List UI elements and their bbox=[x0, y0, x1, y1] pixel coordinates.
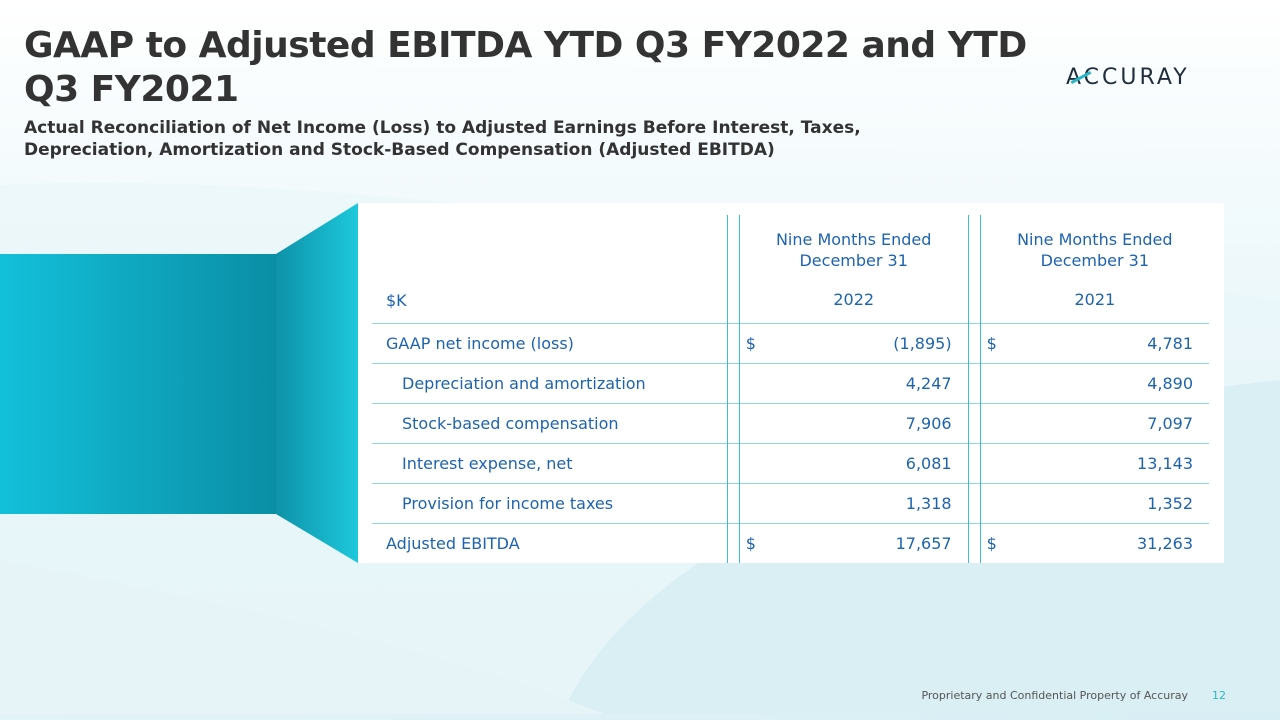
shape-front-face bbox=[0, 254, 276, 514]
currency-symbol bbox=[739, 482, 770, 523]
accuray-logo: ACCURAY bbox=[1066, 62, 1226, 92]
column-separator bbox=[967, 362, 981, 403]
column-separator bbox=[967, 482, 981, 523]
value-2022: (1,895) bbox=[769, 322, 969, 363]
table-header-row: $K Nine Months Ended December 31 2022 Ni… bbox=[372, 215, 1209, 323]
value-2021: 7,097 bbox=[1010, 402, 1209, 443]
reconciliation-panel: $K Nine Months Ended December 31 2022 Ni… bbox=[358, 203, 1224, 563]
table-row: Stock-based compensation 7,906 7,097 bbox=[372, 402, 1209, 443]
value-2022: 4,247 bbox=[769, 362, 969, 403]
row-label: GAAP net income (loss) bbox=[372, 322, 728, 363]
shape-side-face bbox=[276, 203, 358, 563]
value-2022: 17,657 bbox=[769, 522, 969, 563]
slide-title: GAAP to Adjusted EBITDA YTD Q3 FY2022 an… bbox=[24, 25, 1027, 110]
currency-symbol: $ bbox=[739, 322, 770, 363]
value-2022: 1,318 bbox=[769, 482, 969, 523]
table-row: Depreciation and amortization 4,247 4,89… bbox=[372, 362, 1209, 403]
column-header-2021: Nine Months Ended December 31 2021 bbox=[980, 215, 1209, 323]
column-year-2021: 2021 bbox=[1074, 289, 1116, 309]
unit-label: $K bbox=[386, 290, 407, 310]
currency-symbol bbox=[980, 442, 1011, 483]
slide-subtitle: Actual Reconciliation of Net Income (Los… bbox=[24, 118, 861, 160]
column-header-2022: Nine Months Ended December 31 2022 bbox=[739, 215, 968, 323]
table-row: Interest expense, net 6,081 13,143 bbox=[372, 442, 1209, 483]
value-2022: 7,906 bbox=[769, 402, 969, 443]
currency-symbol bbox=[739, 362, 770, 403]
decorative-3d-shape bbox=[0, 203, 358, 563]
currency-symbol: $ bbox=[980, 322, 1011, 363]
column-separator bbox=[967, 322, 981, 363]
column-period-2022: Nine Months Ended December 31 bbox=[775, 229, 932, 270]
column-year-2022: 2022 bbox=[833, 289, 875, 309]
table-row: Adjusted EBITDA $ 17,657 $ 31,263 bbox=[372, 522, 1209, 563]
column-period-2021: Nine Months Ended December 31 bbox=[1017, 229, 1173, 270]
column-separator bbox=[967, 442, 981, 483]
column-separator bbox=[967, 522, 981, 563]
footer-bar bbox=[0, 714, 1280, 720]
column-separator bbox=[726, 522, 740, 563]
page-number: 12 bbox=[1212, 689, 1226, 702]
column-separator bbox=[967, 215, 981, 323]
currency-symbol bbox=[739, 442, 770, 483]
value-2022: 6,081 bbox=[769, 442, 969, 483]
row-label: Adjusted EBITDA bbox=[372, 522, 728, 563]
logo-text: ACCURAY bbox=[1066, 64, 1190, 90]
currency-symbol: $ bbox=[980, 522, 1011, 563]
table-row: Provision for income taxes 1,318 1,352 bbox=[372, 482, 1209, 523]
value-2021: 1,352 bbox=[1010, 482, 1209, 523]
currency-symbol: $ bbox=[739, 522, 770, 563]
currency-symbol bbox=[980, 402, 1011, 443]
reconciliation-table: $K Nine Months Ended December 31 2022 Ni… bbox=[372, 215, 1209, 563]
column-separator bbox=[726, 362, 740, 403]
value-2021: 13,143 bbox=[1010, 442, 1209, 483]
column-separator bbox=[726, 322, 740, 363]
currency-symbol bbox=[739, 402, 770, 443]
column-separator bbox=[726, 482, 740, 523]
value-2021: 4,890 bbox=[1010, 362, 1209, 403]
row-label: Provision for income taxes bbox=[372, 482, 728, 523]
currency-symbol bbox=[980, 362, 1011, 403]
column-separator bbox=[726, 402, 740, 443]
row-label: Interest expense, net bbox=[372, 442, 728, 483]
value-2021: 4,781 bbox=[1010, 322, 1209, 363]
footer-confidentiality: Proprietary and Confidential Property of… bbox=[921, 689, 1188, 702]
value-2021: 31,263 bbox=[1010, 522, 1209, 563]
table-row: GAAP net income (loss) $ (1,895) $ 4,781 bbox=[372, 322, 1209, 363]
column-separator bbox=[967, 402, 981, 443]
column-separator bbox=[726, 215, 740, 323]
column-separator bbox=[726, 442, 740, 483]
row-label: Depreciation and amortization bbox=[372, 362, 728, 403]
currency-symbol bbox=[980, 482, 1011, 523]
row-label: Stock-based compensation bbox=[372, 402, 728, 443]
